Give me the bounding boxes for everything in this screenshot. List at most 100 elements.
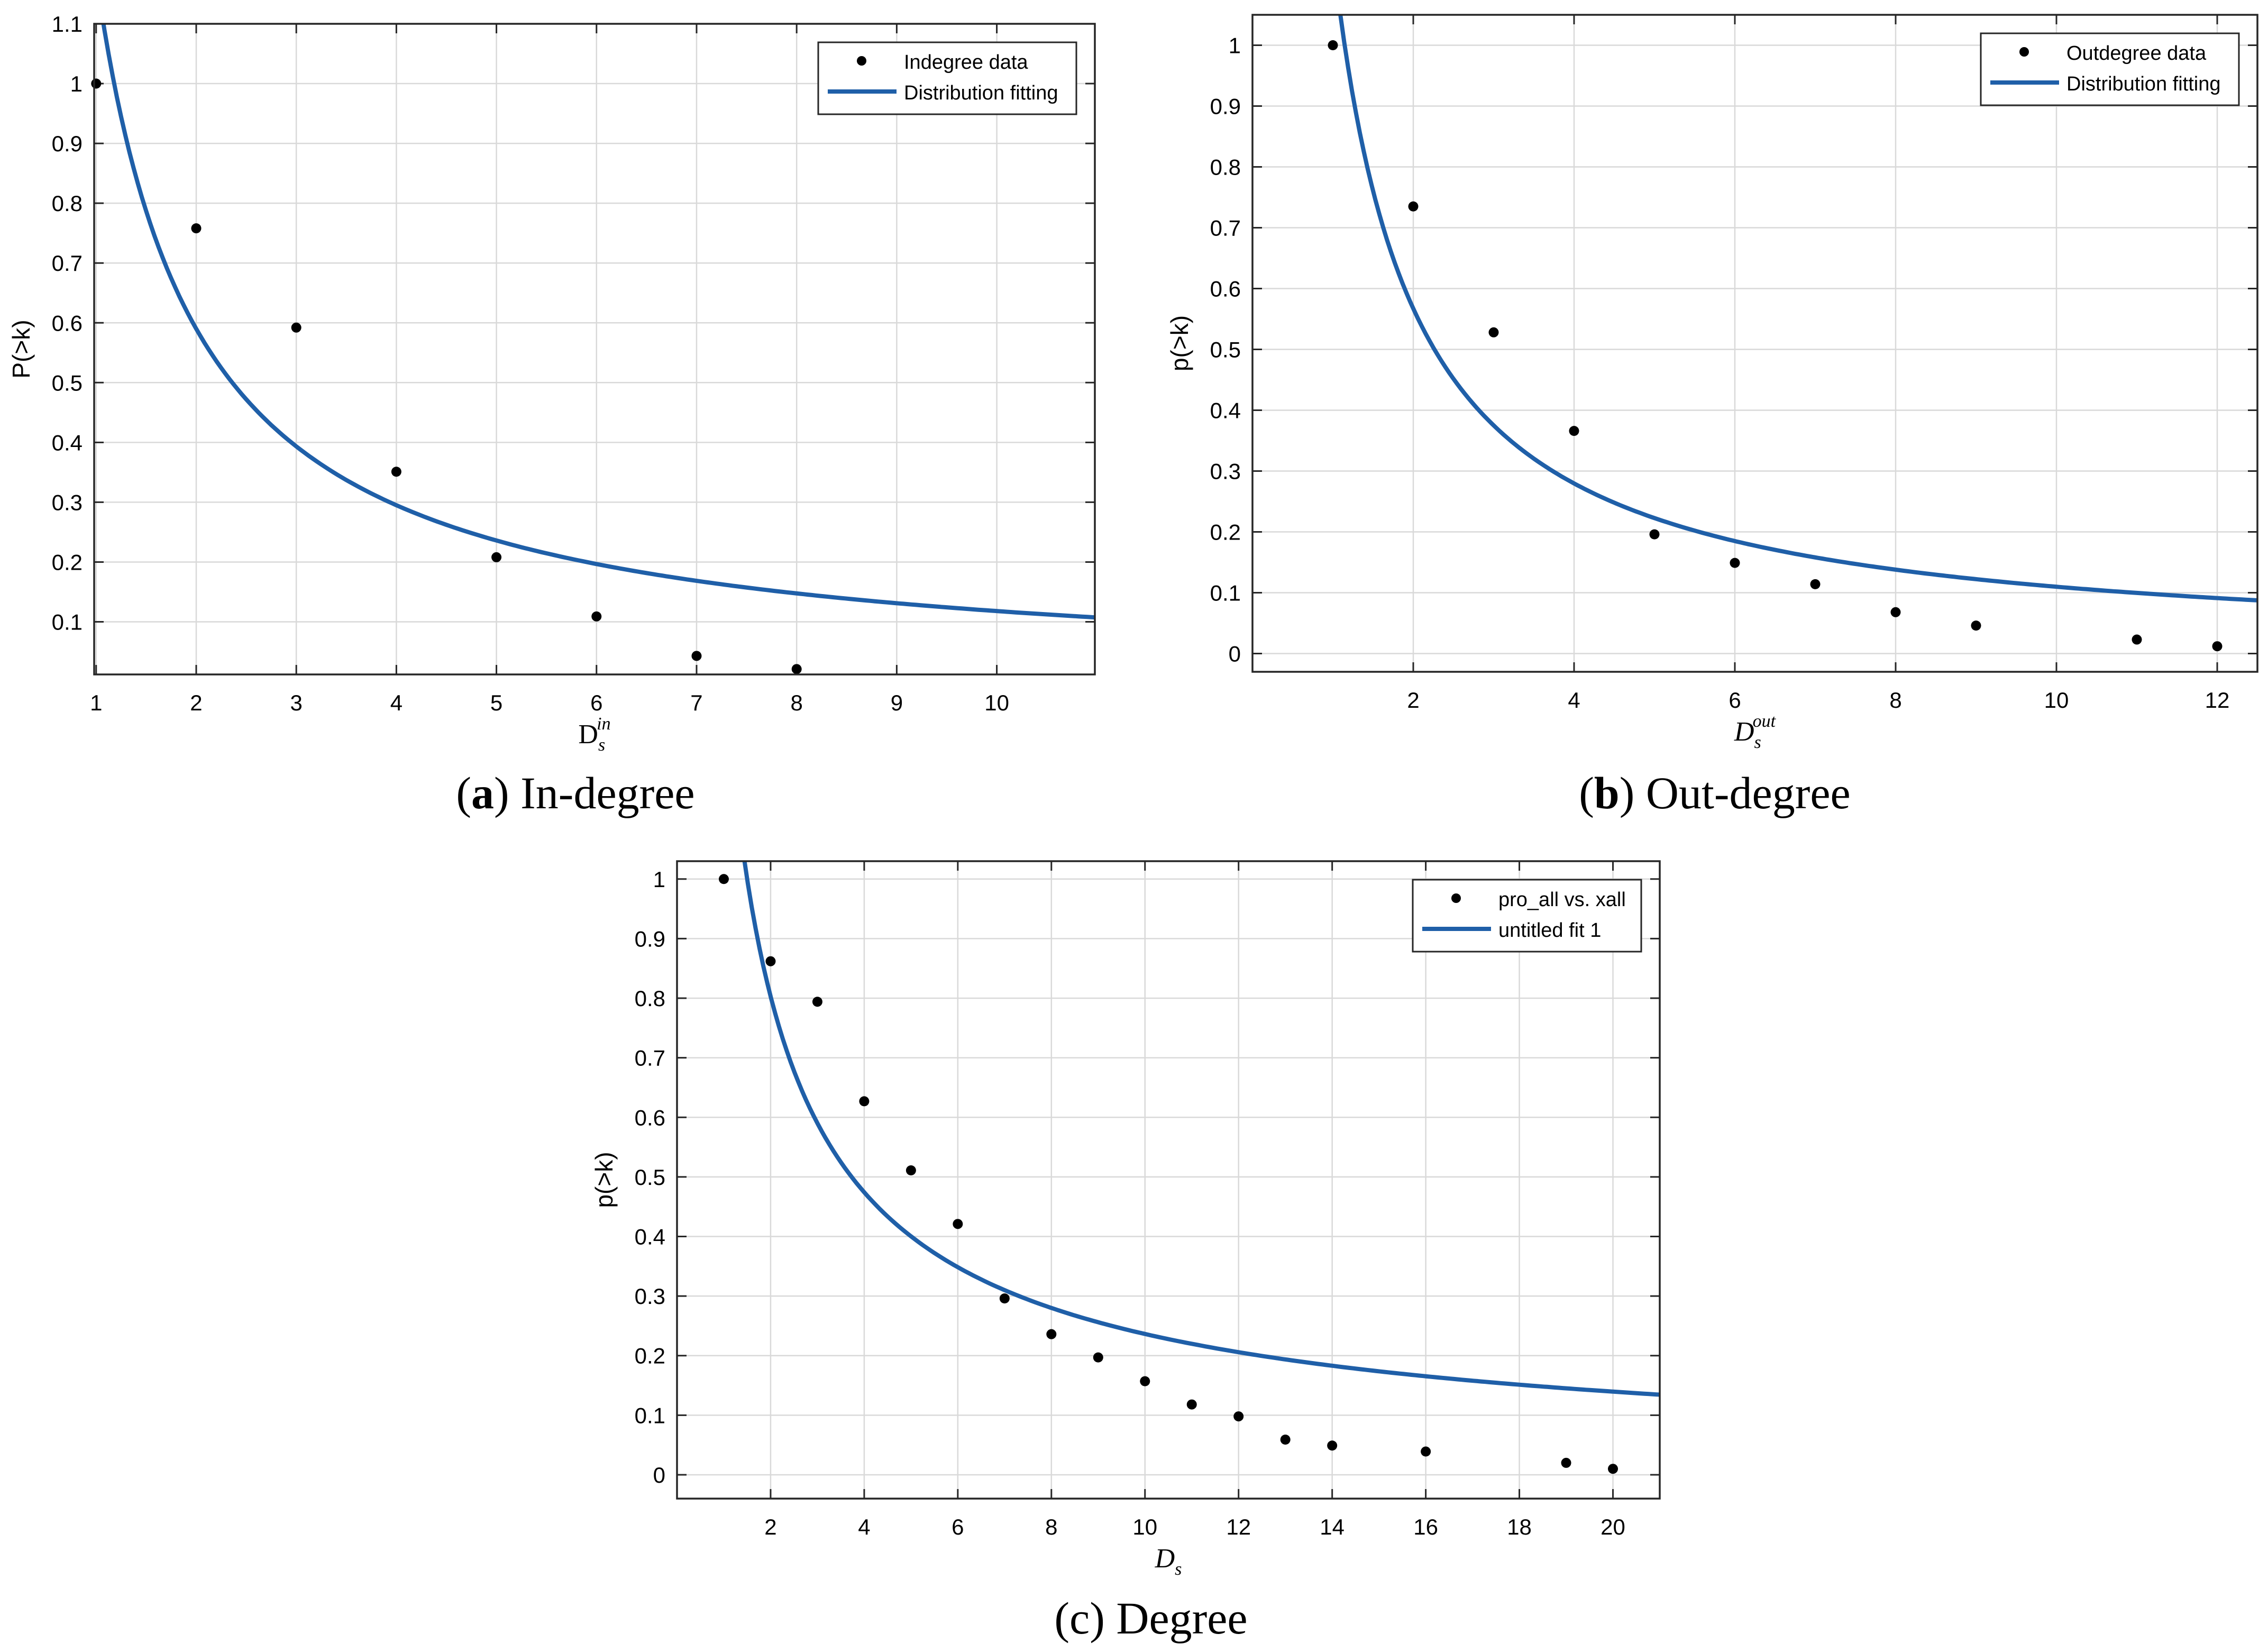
data-point	[1093, 1352, 1103, 1363]
data-point	[1046, 1329, 1057, 1339]
x-tick-label: 4	[1568, 688, 1580, 713]
y-tick-label: 1.1	[52, 12, 83, 36]
x-tick-label: 10	[1132, 1514, 1157, 1539]
data-point	[1328, 40, 1338, 50]
x-tick-label: 14	[1320, 1514, 1345, 1539]
data-point	[718, 874, 729, 884]
legend: Outdegree data Distribution fitting	[1980, 32, 2240, 106]
chart-out-degree: 2 4 6 8 10 12 0 0.1 0.2 0.3 0.4 0.5 0.6 0.7 0.8 0.9 1 Out…	[1166, 14, 2258, 752]
data-point	[2132, 634, 2142, 645]
x-tick-label: 7	[690, 690, 702, 715]
y-tick-label: 0.4	[52, 430, 83, 455]
data-point	[1971, 620, 1981, 631]
plot-area	[94, 24, 1095, 674]
y-tick-label: 0.1	[52, 610, 83, 635]
x-tick-label: 4	[390, 690, 403, 715]
legend-label: untitled fit 1	[1498, 919, 1601, 942]
data-point	[812, 997, 822, 1007]
y-tick-label: 1	[70, 71, 83, 96]
legend-label: pro_all vs. xall	[1498, 889, 1626, 911]
x-tick-label: 18	[1507, 1514, 1532, 1539]
x-tick-label: 8	[791, 690, 803, 715]
data-point	[999, 1293, 1010, 1304]
data-point	[1140, 1376, 1150, 1386]
y-tick-label: 0.2	[635, 1344, 665, 1368]
data-point	[791, 664, 802, 674]
y-tick-label: 0.7	[635, 1046, 665, 1071]
y-tick-label: 0.7	[52, 251, 83, 276]
x-tick-label: 6	[952, 1514, 964, 1539]
y-axis-label: p(>k)	[1166, 315, 1193, 371]
y-tick-label: 0.6	[1210, 277, 1241, 302]
y-tick-label: 0.6	[52, 311, 83, 335]
x-axis-label-sub: s	[598, 735, 605, 755]
x-axis-label-sup: out	[1753, 711, 1777, 731]
x-axis-label-sup: in	[597, 714, 610, 734]
y-tick-label: 0.3	[635, 1284, 665, 1309]
y-tick-label: 0.8	[635, 986, 665, 1011]
plot-area	[1252, 15, 2257, 672]
data-point	[1421, 1446, 1431, 1457]
legend-box	[817, 41, 1077, 115]
x-tick-label: 5	[490, 690, 502, 715]
x-axis-label-base: D	[1155, 1544, 1175, 1574]
data-point	[906, 1165, 916, 1175]
x-tick-label: 2	[764, 1514, 776, 1539]
fit-curve	[1338, 15, 2257, 603]
data-point	[1280, 1435, 1291, 1445]
caption-b: (b) Out-degree	[1579, 768, 1850, 818]
y-tick-label: 0.9	[52, 131, 83, 156]
x-axis-label: Ds	[1155, 1544, 1182, 1579]
y-tick-label: 0.9	[1210, 94, 1241, 119]
y-tick-label: 0.5	[52, 370, 83, 395]
legend-marker-points	[2019, 47, 2029, 57]
chart-degree: 2 4 6 8 10 12 14 16 18 20 0 0.1 0.2 0.3 0.4 0.5 0.6 0.7 0.…	[590, 860, 1661, 1579]
data-point	[491, 552, 502, 562]
data-point	[1408, 201, 1419, 212]
legend-marker-points	[1451, 893, 1461, 903]
legend-box	[1412, 879, 1642, 953]
x-tick-label: 20	[1601, 1514, 1625, 1539]
axes-frame	[1251, 14, 2258, 673]
data-point	[859, 1096, 870, 1107]
y-tick-label: 0.2	[52, 550, 83, 574]
chart-in-degree: 1 2 3 4 5 6 7 8 9 10 0.1 0.2 0.3 0.4 0.5 0.6 0.7 0.8 0.9 1 1…	[7, 12, 1096, 755]
legend: Indegree data Distribution fitting	[817, 41, 1077, 115]
x-axis-label-sub: s	[1754, 733, 1761, 752]
y-axis-label: p(>k)	[590, 1152, 618, 1208]
y-tick-label: 0.8	[52, 191, 83, 216]
y-tick-label: 0.2	[1210, 520, 1241, 545]
x-tick-label: 12	[2205, 688, 2230, 713]
data-point	[1608, 1464, 1618, 1474]
data-point	[191, 223, 202, 234]
y-tick-label: 0.4	[1210, 398, 1241, 423]
data-point	[591, 611, 602, 622]
y-tick-label: 0.3	[1210, 459, 1241, 484]
legend-marker-points	[857, 56, 866, 66]
x-tick-label: 12	[1226, 1514, 1251, 1539]
x-tick-label: 3	[290, 690, 303, 715]
data-point	[291, 322, 301, 333]
caption-c: (c) Degree	[1054, 1593, 1247, 1644]
x-axis-label: Ds out	[1734, 711, 1777, 752]
data-point	[1569, 426, 1579, 436]
data-point	[1327, 1440, 1338, 1451]
y-tick-label: 0.8	[1210, 155, 1241, 180]
y-tick-label: 0.9	[635, 926, 665, 951]
data-point	[2212, 641, 2223, 652]
x-tick-label: 6	[590, 690, 602, 715]
legend-label: Distribution fitting	[2066, 73, 2220, 95]
x-axis-label: Dsin	[578, 714, 610, 755]
y-tick-label: 0.1	[635, 1403, 665, 1428]
x-tick-label: 16	[1413, 1514, 1438, 1539]
y-tick-label: 0.6	[635, 1105, 665, 1130]
data-point	[1730, 558, 1740, 568]
y-tick-label: 0.7	[1210, 216, 1241, 241]
x-tick-label: 4	[858, 1514, 870, 1539]
y-tick-label: 0	[653, 1463, 665, 1487]
fit-curve	[742, 861, 1660, 1397]
data-point	[1649, 529, 1660, 540]
legend-label: Outdegree data	[2066, 42, 2207, 65]
x-axis-label-base: D	[1734, 717, 1754, 747]
